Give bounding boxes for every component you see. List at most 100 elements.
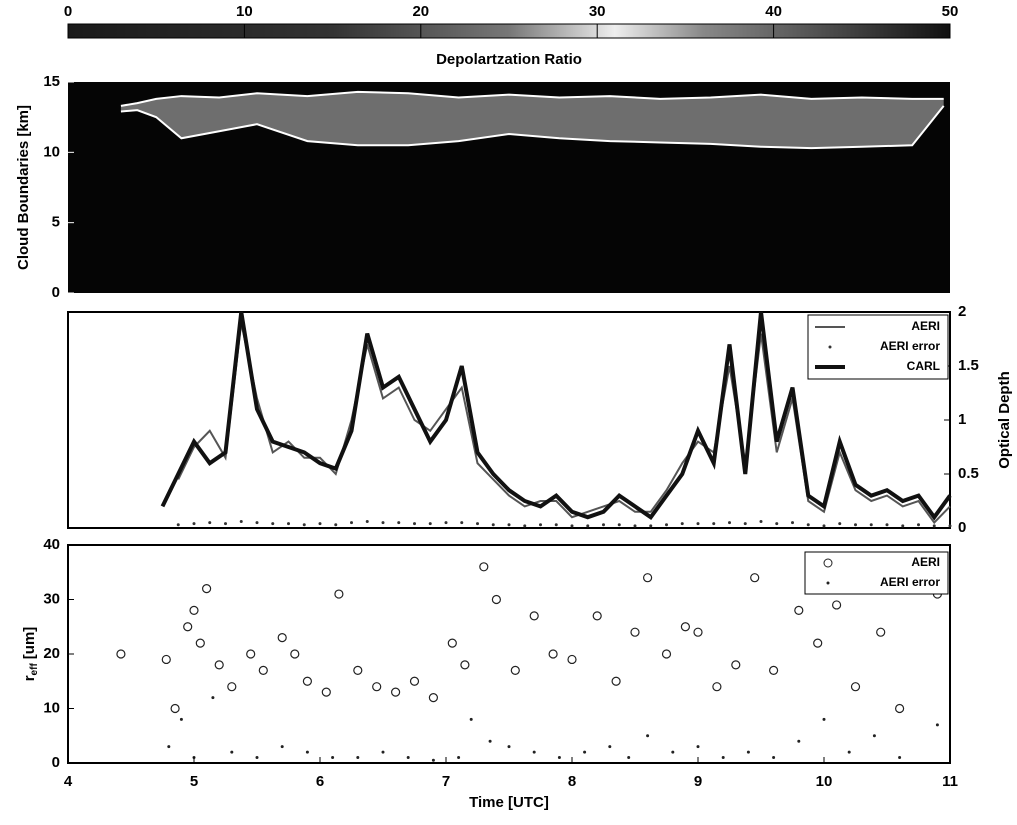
error-dot: [381, 521, 385, 525]
scatter-point: [557, 756, 561, 760]
scatter-point: [179, 717, 183, 721]
y-tick-label: 15: [43, 73, 60, 90]
series-line: [160, 311, 952, 521]
x-tick-label: 7: [442, 773, 450, 790]
scatter-point: [321, 687, 331, 697]
scatter-point: [772, 756, 776, 760]
x-tick-label: 5: [190, 773, 198, 790]
error-dot: [192, 522, 196, 526]
scatter-point: [447, 638, 457, 648]
y-tick-label: 10: [43, 143, 60, 160]
scatter-point: [680, 622, 691, 632]
scatter-point: [479, 562, 489, 572]
legend-label: AERI error: [880, 575, 940, 589]
scatter-point: [409, 676, 420, 686]
error-dot: [869, 523, 873, 527]
y-tick-label: 20: [43, 645, 60, 662]
scatter-point: [431, 758, 435, 762]
scatter-point: [214, 660, 224, 670]
scatter-point: [731, 660, 741, 670]
error-dot: [712, 522, 716, 526]
scatter-point: [721, 756, 725, 760]
error-dot: [350, 521, 353, 525]
scatter-point: [227, 682, 237, 692]
legend-marker: [826, 581, 830, 585]
scatter-point: [305, 750, 309, 754]
scatter-point: [246, 649, 256, 659]
error-dot: [948, 524, 952, 528]
scatter-point: [627, 756, 631, 760]
scatter-point: [797, 739, 801, 743]
scatter-point: [488, 739, 492, 743]
error-dot: [901, 524, 905, 528]
error-dot: [413, 522, 416, 526]
scatter-point: [356, 756, 360, 760]
scatter-point: [608, 745, 612, 749]
series-line: [177, 322, 951, 525]
scatter-point: [671, 750, 675, 754]
scatter-point: [230, 750, 234, 754]
scatter-point: [794, 605, 804, 616]
error-dot: [822, 524, 826, 528]
scatter-point: [372, 682, 382, 692]
y-tick-label: 5: [52, 214, 60, 231]
scatter-point: [391, 687, 401, 697]
scatter-point: [847, 750, 851, 754]
scatter-point: [894, 703, 905, 714]
error-dot: [334, 523, 338, 527]
error-dot: [743, 522, 747, 526]
scatter-point: [712, 682, 722, 692]
scatter-point: [935, 723, 939, 727]
legend-marker: [823, 558, 833, 568]
scatter-point: [195, 638, 205, 648]
error-dot: [476, 522, 479, 526]
error-dot: [775, 522, 779, 526]
y2-tick-label: 1.5: [958, 357, 979, 374]
error-dot: [696, 522, 700, 526]
error-dot: [208, 521, 212, 525]
error-dot: [460, 521, 464, 525]
scatter-point: [331, 756, 335, 760]
x-tick-label: 0: [64, 3, 72, 20]
y-tick-label: 30: [43, 590, 60, 607]
scatter-point: [630, 627, 640, 637]
scatter-point: [202, 583, 212, 594]
scatter-point: [646, 734, 650, 738]
scatter-point: [822, 717, 826, 721]
scatter-point: [813, 638, 823, 648]
scatter-point: [507, 745, 511, 749]
scatter-point: [280, 745, 284, 749]
y2-tick-label: 0.5: [958, 465, 979, 482]
scatter-point: [510, 665, 520, 675]
scatter-point: [167, 745, 171, 749]
scatter-point: [611, 676, 621, 686]
scatter-point: [211, 696, 215, 700]
y2-tick-label: 2: [958, 303, 966, 320]
x-tick-label: 20: [412, 3, 429, 20]
scatter-point: [532, 750, 536, 754]
y-axis-label: reff [um]: [21, 627, 40, 682]
scatter-point: [750, 573, 760, 583]
x-tick-label: 9: [694, 773, 702, 790]
x-tick-label: 30: [589, 3, 606, 20]
y-tick-label: 0: [52, 754, 60, 771]
error-dot: [287, 522, 290, 526]
scatter-point: [428, 692, 438, 703]
scatter-point: [302, 676, 312, 686]
colorbar-label: Depolartzation Ratio: [436, 51, 582, 68]
error-dot: [791, 521, 794, 525]
legend-marker: [828, 345, 832, 349]
error-dot: [365, 520, 369, 524]
scatter-point: [460, 660, 470, 670]
scatter-point: [529, 611, 539, 621]
x-axis-label: Time [UTC]: [469, 794, 549, 811]
error-dot: [255, 521, 259, 525]
x-tick-label: 40: [765, 3, 782, 20]
y-label-unit: [um]: [21, 627, 38, 660]
cloud-boundary: [120, 90, 944, 107]
x-tick-label: 11: [942, 773, 958, 790]
error-dot: [617, 523, 621, 527]
error-dot: [523, 524, 527, 528]
scatter-point: [381, 750, 385, 754]
